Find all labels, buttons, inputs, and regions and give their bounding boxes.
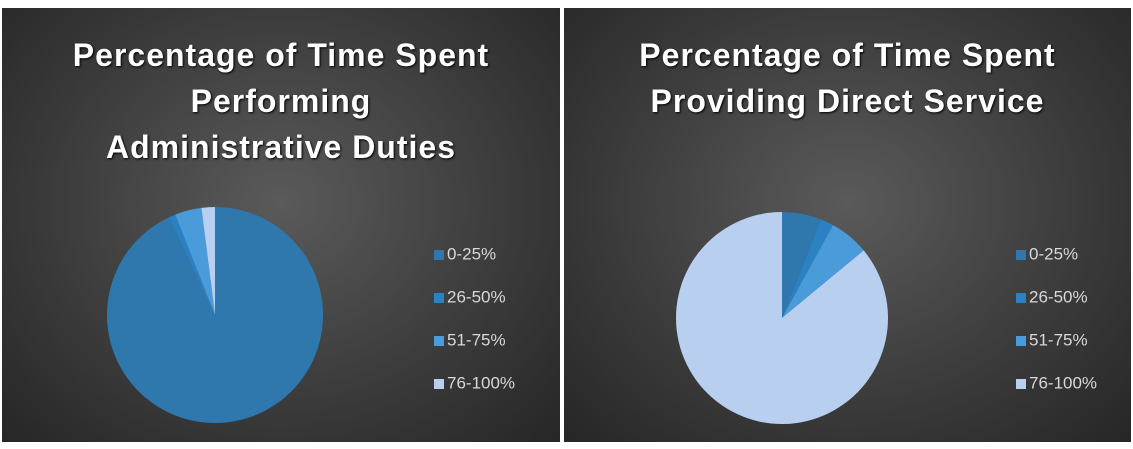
legend-label: 26-50% (1029, 287, 1088, 306)
legend-label: 0-25% (1029, 244, 1078, 263)
pie-slice (201, 207, 215, 315)
legend-label: 26-50% (447, 287, 506, 306)
pie-slice (169, 214, 215, 315)
chart-panel: Percentage of Time Spent Performing Admi… (2, 8, 560, 442)
pie-slice (782, 219, 834, 318)
legend-swatch (434, 250, 444, 260)
legend-swatch (1016, 336, 1026, 346)
chart-panel: Percentage of Time Spent Providing Direc… (564, 8, 1131, 442)
pie-slice (106, 207, 323, 424)
legend-swatch (1016, 379, 1026, 389)
legend-label: 51-75% (1029, 330, 1088, 349)
chart: 0-25% 26-50% 51-75% 76-100% (676, 212, 1097, 424)
legend-swatch (434, 293, 444, 303)
legend-label: 76-100% (447, 373, 515, 392)
pie-slice (175, 207, 215, 315)
legend-label: 0-25% (447, 244, 496, 263)
legend-label: 76-100% (1029, 373, 1097, 392)
chart-title: Percentage of Time Spent Providing Direc… (639, 37, 1056, 119)
legend-swatch (434, 336, 444, 346)
chart-title: Percentage of Time Spent Performing Admi… (72, 37, 490, 165)
pie-slice (782, 212, 822, 318)
legend-swatch (1016, 293, 1026, 303)
legend-swatch (1016, 250, 1026, 260)
pie-slice (676, 212, 888, 424)
pie-slice (782, 225, 864, 318)
chart: 0-25% 26-50% 51-75% 76-100% (106, 207, 515, 424)
legend-swatch (434, 379, 444, 389)
legend-label: 51-75% (447, 330, 506, 349)
